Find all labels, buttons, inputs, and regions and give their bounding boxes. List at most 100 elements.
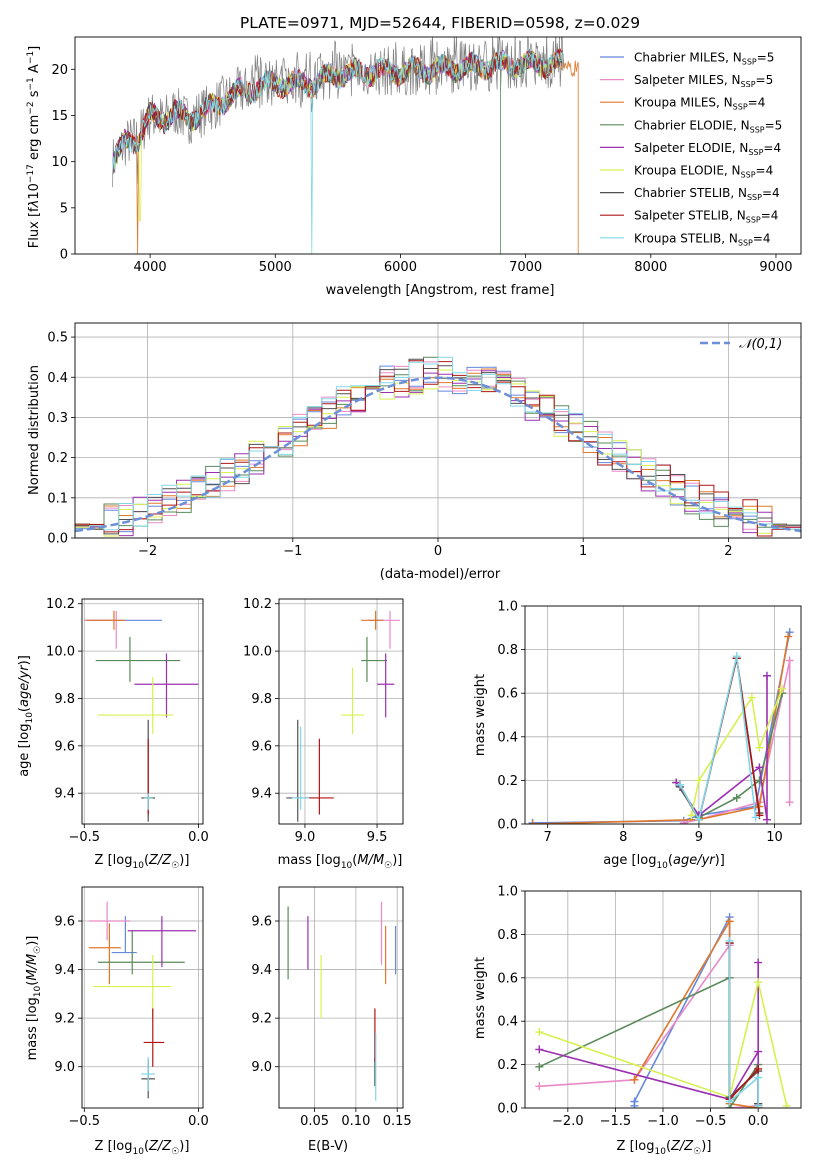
- legend-entry: Salpeter ELODIE, NSSP=4: [634, 141, 781, 157]
- legend-entry: Kroupa ELODIE, NSSP=4: [634, 164, 773, 180]
- x-tick-label: −2: [138, 544, 157, 559]
- error-bar-point: [377, 653, 395, 718]
- marker-plus: [784, 632, 793, 641]
- residuals-ylabel: Normed distribution: [27, 365, 42, 495]
- legend-entry: Salpeter MILES, NSSP=5: [634, 73, 773, 89]
- x-tick-label: 5000: [259, 260, 292, 275]
- error-bar-point: [86, 610, 126, 630]
- marker-plus: [687, 811, 696, 820]
- residuals-axes: −2 −1 0 1 2 0.0 0.1 0.2 0.3 0.4 0.5 𝒩(0,1): [47, 322, 802, 559]
- x-tick-label: 0.15: [383, 1114, 412, 1129]
- marker-plus: [535, 1045, 544, 1054]
- error-bar-point: [143, 793, 153, 810]
- marker-plus: [754, 1101, 763, 1108]
- error-bar-point: [97, 930, 185, 975]
- x-tick-label: 6000: [384, 260, 417, 275]
- axes-frame: [278, 598, 404, 825]
- y-tick-label: 9.0: [54, 1060, 75, 1075]
- y-tick-label: 1.0: [497, 885, 518, 900]
- residual-legend: 𝒩(0,1): [700, 337, 782, 352]
- x-tick-label: 8000: [634, 260, 667, 275]
- marker-plus: [694, 815, 703, 824]
- y-tick-label: 0.0: [47, 532, 68, 547]
- spectrum-xlabel: wavelength [Angstrom, rest frame]: [326, 283, 555, 298]
- marker-plus: [785, 656, 794, 665]
- y-tick-label: 0.2: [497, 774, 518, 789]
- mass-weight-series: [532, 636, 789, 824]
- axis-overlay: 4000 5000 6000 7000 8000 9000 0 5 10 15 20 Chabrier…: [51, 36, 802, 275]
- x-tick-label: 0.0: [188, 830, 209, 845]
- y-tick-label: 0.0: [497, 1102, 518, 1117]
- marker-plus: [528, 820, 537, 824]
- error-bar-point: [84, 610, 117, 649]
- spectrum-ylabel: Flux [fλ10−17 erg cm−2 s−1 A−1]: [26, 46, 42, 248]
- error-bar-point: [379, 610, 401, 649]
- y-tick-label: 0.1: [47, 491, 68, 506]
- weight-vs-age-axes: 7 8 9 10 0.0 0.2 0.4 0.6 0.8 1.0: [497, 600, 802, 845]
- marker-plus: [785, 798, 794, 807]
- error-bar-point: [88, 923, 121, 985]
- error-bar-point: [361, 610, 383, 630]
- y-tick-label: 0.8: [497, 643, 518, 658]
- spectrum-axes: 4000 5000 6000 7000 8000 9000 0 5 10 15 20 Chabrier…: [51, 36, 802, 275]
- y-tick-label: 0.3: [47, 411, 68, 426]
- marker-plus: [732, 793, 741, 802]
- marker-plus: [732, 652, 741, 661]
- marker-plus: [630, 1097, 639, 1106]
- x-tick-label: 10: [766, 830, 783, 845]
- wAge-xlabel: age [log10(age/yr)]: [603, 853, 725, 871]
- y-tick-label: 9.6: [251, 739, 272, 754]
- plot-area: [528, 628, 794, 824]
- ageZ-xlabel: Z [log10(Z/Z☉)]: [95, 853, 190, 871]
- mass-weight-series: [679, 658, 761, 822]
- marker-plus: [751, 813, 760, 822]
- residual-histogram: [75, 360, 801, 537]
- marker-plus: [535, 1062, 544, 1071]
- y-tick-label: 9.6: [54, 915, 75, 930]
- x-tick-label: 9000: [759, 260, 792, 275]
- mass-weight-series: [728, 940, 759, 1106]
- marker-plus: [754, 958, 763, 967]
- y-tick-label: 9.4: [251, 963, 272, 978]
- error-bar-point: [97, 677, 174, 734]
- marker-plus: [755, 763, 764, 772]
- y-tick-label: 9.6: [251, 915, 272, 930]
- mass-weight-series: [679, 655, 757, 822]
- axis-overlay: −2.0 −1.5 −1.0 −0.5 0.0 0.0 0.2 0.4 0.6 0.8 1.0: [497, 885, 802, 1129]
- y-tick-label: 10.0: [243, 645, 272, 660]
- x-tick-label: 0.05: [300, 1114, 329, 1129]
- y-tick-label: 10: [51, 155, 68, 170]
- marker-plus: [754, 978, 763, 987]
- wAge-ylabel: mass weight: [473, 674, 488, 756]
- plot-area: [286, 610, 401, 822]
- model-spectrum-line: [112, 47, 564, 175]
- x-tick-label: 8: [619, 830, 627, 845]
- axes-frame: [74, 36, 802, 255]
- legend-entry: Salpeter STELIB, NSSP=4: [634, 209, 778, 225]
- massZ-ylabel: mass [log10(M/M☉)]: [25, 936, 43, 1061]
- x-tick-label: 2: [724, 544, 732, 559]
- x-tick-label: −1.5: [600, 1114, 632, 1129]
- y-tick-label: 0.2: [47, 451, 68, 466]
- x-tick-label: −0.5: [68, 830, 100, 845]
- marker-plus: [535, 1082, 544, 1091]
- y-tick-label: 9.6: [54, 739, 75, 754]
- y-tick-label: 1.0: [497, 600, 518, 615]
- mass-weight-series: [532, 632, 791, 824]
- y-tick-label: 15: [51, 109, 68, 124]
- axis-overlay: 0.05 0.10 0.15 9.0 9.2 9.4 9.6: [251, 886, 412, 1129]
- error-bar-point: [88, 901, 130, 941]
- error-bar-point: [341, 667, 365, 734]
- legend-entry: Chabrier STELIB, NSSP=4: [634, 186, 780, 202]
- marker-plus: [630, 1075, 639, 1084]
- x-tick-label: 7: [544, 830, 552, 845]
- marker-plus: [754, 1064, 763, 1073]
- x-tick-label: 9.0: [295, 830, 316, 845]
- error-bar-point: [304, 738, 334, 815]
- y-tick-label: 10.2: [46, 597, 75, 612]
- plot-area: [75, 356, 801, 537]
- axes-frame: [524, 605, 802, 825]
- error-bar-point: [143, 1008, 165, 1067]
- axis-overlay: −0.5 0.0 9.0 9.2 9.4 9.6: [54, 886, 209, 1129]
- axis-overlay: −0.5 0.0 9.4 9.6 9.8 10.0 10.2: [46, 597, 209, 845]
